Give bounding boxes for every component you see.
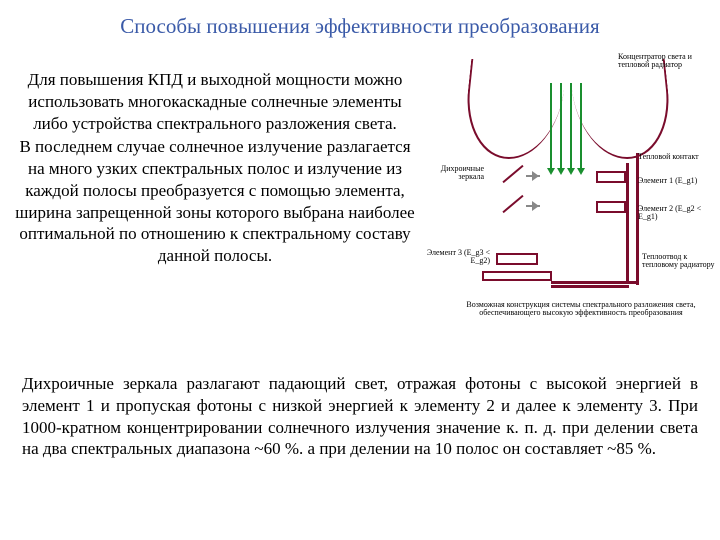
paragraph-2: В последнем случае солнечное излучение р…	[10, 136, 420, 267]
spectral-splitting-diagram: Концентратор света и тепловой радиатор Д…	[426, 53, 710, 363]
heatsink-base	[482, 271, 552, 281]
footer-paragraph: Дихроичные зеркала разлагают падающий св…	[0, 363, 720, 460]
element-3-box	[496, 253, 538, 265]
content-row: Для повышения КПД и выходной мощности мо…	[0, 45, 720, 363]
element-2-box	[596, 201, 626, 213]
label-elem3: Элемент 3 (E_g3 < E_g2)	[426, 249, 490, 266]
label-concentrator: Концентратор света и тепловой радиатор	[618, 53, 708, 70]
label-elem1: Элемент 1 (E_g1)	[638, 177, 716, 185]
element-1-box	[596, 171, 626, 183]
dichroic-mirror-icon	[502, 195, 523, 213]
concentrator-right-icon	[569, 59, 676, 159]
connector-line	[551, 281, 639, 284]
label-heatsink: Теплоотвод к тепловому радиатору	[642, 253, 720, 270]
connector-line	[626, 163, 629, 281]
dichroic-mirror-icon	[502, 165, 523, 183]
light-ray-icon	[560, 83, 562, 173]
label-contact: Тепловой контакт	[638, 153, 714, 161]
label-elem2: Элемент 2 (E_g2 < E_g1)	[638, 205, 720, 222]
reflect-arrow-icon	[526, 169, 544, 183]
body-text: Для повышения КПД и выходной мощности мо…	[10, 53, 420, 363]
label-dichroic: Дихроичные зеркала	[426, 165, 484, 182]
light-ray-icon	[570, 83, 572, 173]
page-title: Способы повышения эффективности преобраз…	[0, 0, 720, 45]
paragraph-1: Для повышения КПД и выходной мощности мо…	[10, 69, 420, 134]
connector-line	[551, 285, 629, 288]
light-ray-icon	[580, 83, 582, 173]
reflect-arrow-icon	[526, 199, 544, 213]
diagram-caption: Возможная конструкция системы спектральн…	[456, 301, 706, 318]
light-ray-icon	[550, 83, 552, 173]
